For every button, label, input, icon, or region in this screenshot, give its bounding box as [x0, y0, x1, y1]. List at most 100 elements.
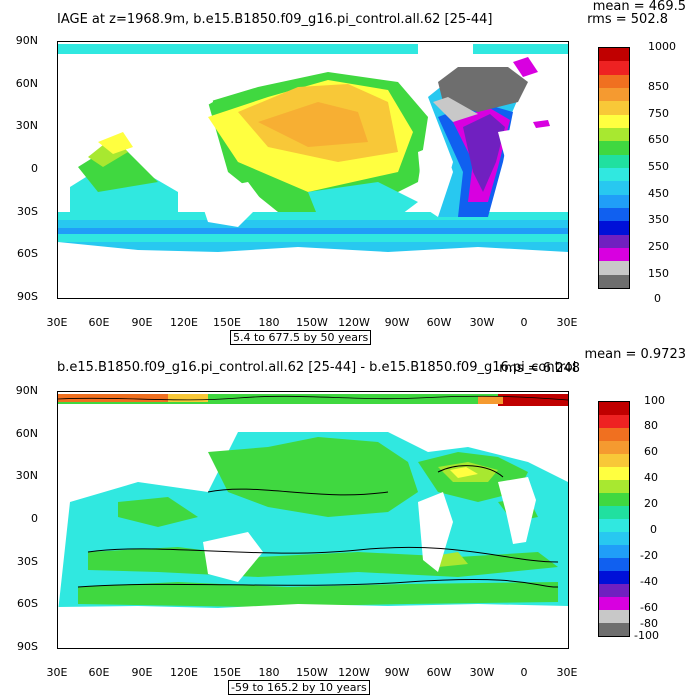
colorbar-swatch — [599, 441, 629, 454]
colorbar-swatch — [599, 261, 629, 275]
panel1-contour-note: 5.4 to 677.5 by 50 years — [230, 330, 372, 345]
lat-label: 30S — [17, 205, 38, 218]
colorbar-label: 550 — [648, 160, 669, 173]
colorbar-swatch — [599, 454, 629, 467]
colorbar-swatch — [599, 194, 629, 208]
lon-label: 60E — [88, 666, 110, 679]
lon-label: 150W — [296, 666, 328, 679]
colorbar-swatch — [599, 415, 629, 428]
lon-label: 30E — [46, 666, 68, 679]
colorbar-swatch — [599, 467, 629, 480]
colorbar-swatch — [599, 623, 629, 636]
lon-label: 30W — [469, 666, 495, 679]
colorbar-swatch — [599, 584, 629, 597]
lat-label: 90N — [15, 384, 38, 397]
lon-label: 90E — [131, 316, 153, 329]
colorbar-swatch — [599, 545, 629, 558]
colorbar-swatch — [599, 61, 629, 75]
panel1-lat-axis: 90N 60N 30N 0 30S 60S 90S — [0, 34, 44, 303]
panel2-map — [57, 391, 569, 649]
panel2-lat-axis: 90N 60N 30N 0 30S 60S 90S — [0, 384, 44, 653]
colorbar-label: -40 — [640, 575, 658, 588]
panel2-mean: mean = 0.9723 — [584, 347, 686, 362]
panel2-colorbar-labels: 100 80 60 40 20 0 -20 -40 -60 -80 -100 — [634, 394, 694, 642]
lon-label: 150E — [213, 666, 241, 679]
colorbar-swatch — [599, 506, 629, 519]
lat-label: 0 — [31, 162, 38, 175]
colorbar-label: -80 — [640, 617, 658, 630]
panel1-rms: rms = 502.8 — [587, 12, 668, 27]
lon-label: 30E — [46, 316, 68, 329]
lon-label: 0 — [520, 666, 528, 679]
colorbar-swatch — [599, 101, 629, 115]
lat-label: 90S — [17, 290, 38, 303]
lat-label: 60N — [15, 427, 38, 440]
lon-label: 30E — [556, 316, 578, 329]
colorbar-swatch — [599, 167, 629, 182]
colorbar-swatch — [599, 428, 629, 441]
colorbar-label: 850 — [648, 80, 669, 93]
panel1-title: IAGE at z=1968.9m, b.e15.B1850.f09_g16.p… — [57, 12, 493, 27]
colorbar-label: 0 — [654, 292, 661, 305]
colorbar-swatch — [599, 247, 629, 262]
panel1-mean: mean = 469.5 — [592, 0, 686, 14]
colorbar-label: 450 — [648, 187, 669, 200]
colorbar-label: 650 — [648, 133, 669, 146]
lon-label: 30W — [469, 316, 495, 329]
colorbar-label: -60 — [640, 601, 658, 614]
panel2-colorbar — [598, 401, 630, 637]
lon-label: 30E — [556, 666, 578, 679]
colorbar-swatch — [599, 274, 629, 288]
lon-label: 60W — [426, 316, 452, 329]
lon-label: 0 — [520, 316, 528, 329]
lat-label: 90S — [17, 640, 38, 653]
colorbar-label: 60 — [644, 445, 658, 458]
panel1-lon-axis: 30E 60E 90E 120E 150E 180 150W 120W 90W … — [39, 316, 585, 330]
lat-label: 90N — [15, 34, 38, 47]
lon-label: 120E — [170, 666, 198, 679]
colorbar-swatch — [599, 221, 629, 235]
colorbar-swatch — [599, 154, 629, 168]
colorbar-swatch — [599, 141, 629, 155]
lat-label: 60S — [17, 597, 38, 610]
colorbar-swatch — [599, 493, 629, 506]
lon-label: 150E — [213, 316, 241, 329]
colorbar-label: 80 — [644, 419, 658, 432]
panel2-lon-axis: 30E 60E 90E 120E 150E 180 150W 120W 90W … — [39, 666, 585, 680]
colorbar-label: -20 — [640, 549, 658, 562]
lon-label: 120W — [338, 666, 370, 679]
lon-label: 90E — [131, 666, 153, 679]
colorbar-swatch — [599, 74, 629, 88]
lat-label: 0 — [31, 512, 38, 525]
colorbar-swatch — [599, 402, 629, 415]
lon-label: 60E — [88, 316, 110, 329]
colorbar-label: 20 — [644, 497, 658, 510]
colorbar-label: -100 — [634, 629, 659, 642]
colorbar-swatch — [599, 558, 629, 571]
colorbar-swatch — [599, 532, 629, 545]
colorbar-swatch — [599, 87, 629, 102]
lat-label: 30N — [15, 469, 38, 482]
panel1-colorbar — [598, 47, 630, 289]
lon-label: 120W — [338, 316, 370, 329]
lat-label: 30N — [15, 119, 38, 132]
colorbar-swatch — [599, 114, 629, 128]
lon-label: 120E — [170, 316, 198, 329]
colorbar-swatch — [599, 610, 629, 623]
colorbar-label: 40 — [644, 471, 658, 484]
lat-label: 30S — [17, 555, 38, 568]
colorbar-label: 150 — [648, 267, 669, 280]
lon-label: 150W — [296, 316, 328, 329]
colorbar-swatch — [599, 597, 629, 610]
lat-label: 60S — [17, 247, 38, 260]
colorbar-swatch — [599, 48, 629, 62]
colorbar-label: 350 — [648, 213, 669, 226]
panel1-map — [57, 41, 569, 299]
lon-label: 60W — [426, 666, 452, 679]
panel1-colorbar-labels: 1000 850 750 650 550 450 350 250 150 0 — [634, 40, 694, 305]
lon-label: 180 — [258, 666, 280, 679]
colorbar-swatch — [599, 519, 629, 532]
colorbar-swatch — [599, 127, 629, 142]
colorbar-label: 750 — [648, 107, 669, 120]
lon-label: 90W — [384, 316, 410, 329]
